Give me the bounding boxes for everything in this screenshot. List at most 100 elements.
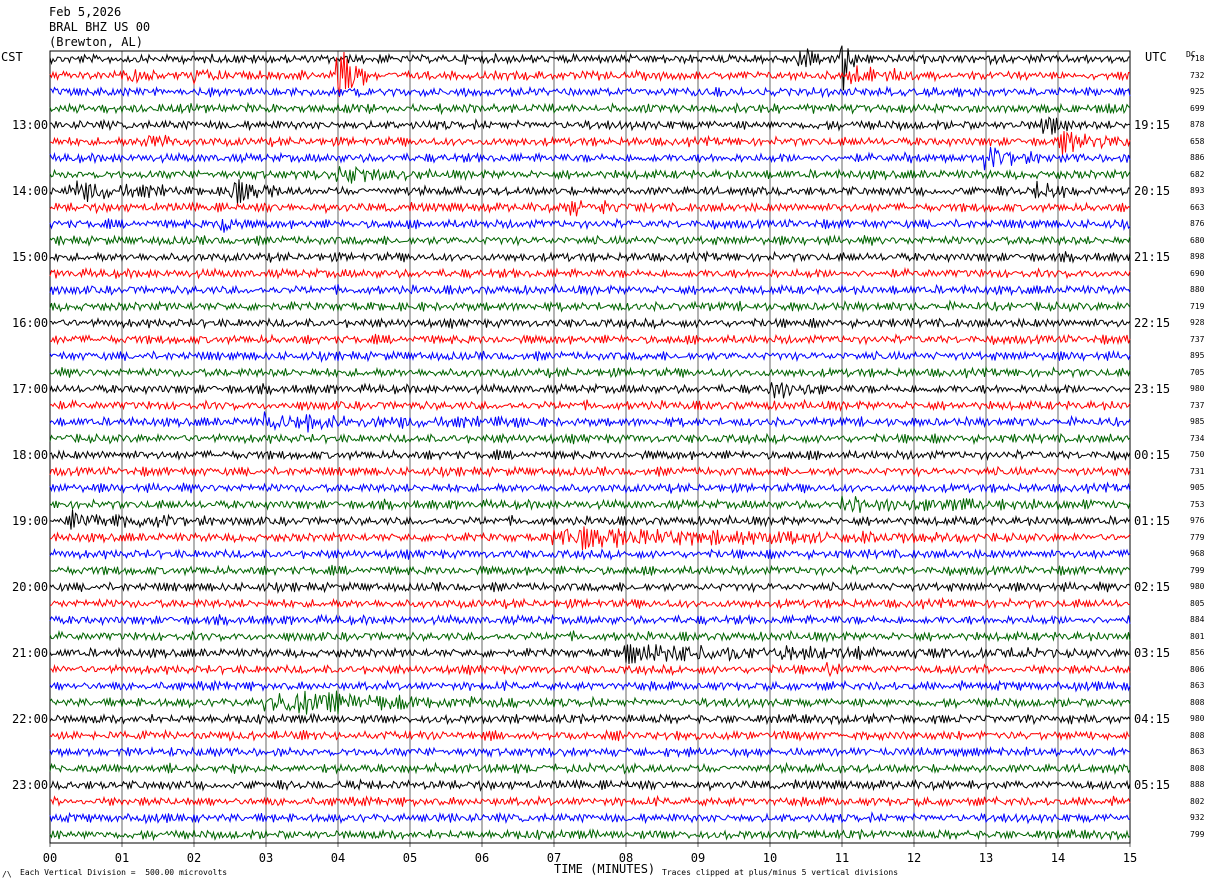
trace-line-27 [49, 495, 1131, 513]
trace-line-9 [49, 200, 1131, 217]
left-hour-label: 23:00 [12, 778, 49, 792]
dc-offset-value: 985 [1190, 417, 1205, 426]
trace-line-11 [49, 234, 1131, 247]
dc-offset-header: DC [1186, 50, 1196, 59]
left-hour-label: 13:00 [12, 118, 49, 132]
trace-line-3 [49, 101, 1131, 116]
dc-offset-value: 750 [1190, 450, 1205, 459]
dc-offset-value: 808 [1190, 763, 1205, 773]
right-hour-label: 04:15 [1134, 712, 1171, 726]
x-tick-label: 04 [331, 851, 345, 865]
dc-offset-value: 658 [1190, 136, 1205, 146]
dc-offset-value: 718 [1190, 54, 1205, 63]
trace-line-23 [49, 432, 1131, 446]
right-hour-label: 05:15 [1134, 778, 1171, 792]
trace-line-22 [49, 411, 1131, 433]
trace-line-2 [49, 85, 1131, 99]
dc-offset-value: 968 [1190, 549, 1205, 558]
trace-line-8 [49, 179, 1131, 205]
left-hour-label: 15:00 [12, 250, 49, 264]
dc-offset-value: 928 [1190, 318, 1205, 327]
dc-offset-value: 980 [1190, 384, 1205, 393]
station-label: BRAL BHZ US 00 [49, 20, 151, 34]
corner-mark: /\ [2, 870, 12, 879]
dc-offset-value: 884 [1190, 615, 1205, 624]
trace-line-18 [49, 349, 1131, 363]
trace-line-36 [49, 644, 1130, 665]
right-hour-label: 02:15 [1134, 580, 1171, 594]
dc-offset-value: 878 [1190, 120, 1205, 129]
dc-offset-value: 753 [1190, 499, 1205, 509]
trace-line-28 [49, 509, 1131, 530]
right-hour-label: 20:15 [1134, 184, 1171, 198]
dc-offset-value: 802 [1190, 796, 1205, 806]
right-hour-label: 00:15 [1134, 448, 1171, 462]
dc-offset-value: 925 [1190, 87, 1205, 96]
x-axis-title: TIME (MINUTES) [554, 862, 656, 876]
dc-offset-value: 699 [1190, 103, 1205, 113]
dc-offset-value: 876 [1190, 219, 1205, 228]
trace-line-43 [49, 761, 1131, 776]
trace-line-33 [49, 596, 1130, 610]
dc-offset-value: 737 [1190, 334, 1205, 344]
date-label: Feb 5,2026 [49, 5, 122, 19]
dc-offset-value: 805 [1190, 598, 1205, 608]
dc-offset-value: 895 [1190, 351, 1205, 360]
trace-line-44 [49, 778, 1131, 792]
trace-line-26 [49, 481, 1131, 494]
dc-offset-value: 808 [1190, 730, 1205, 740]
right-hour-label: 03:15 [1134, 646, 1171, 660]
dc-offset-value: 888 [1190, 780, 1205, 789]
x-tick-label: 13 [979, 851, 993, 865]
x-tick-label: 07 [547, 851, 561, 865]
trace-line-1 [49, 51, 1131, 98]
dc-offset-value: 734 [1190, 433, 1205, 443]
trace-line-40 [49, 712, 1131, 726]
trace-line-30 [49, 548, 1131, 561]
trace-line-6 [49, 147, 1131, 171]
right-hour-label: 19:15 [1134, 118, 1171, 132]
trace-line-34 [49, 613, 1131, 627]
dc-offset-value: 705 [1190, 367, 1205, 377]
trace-line-20 [49, 382, 1131, 399]
clip-note: Traces clipped at plus/minus 5 vertical … [662, 868, 899, 877]
x-tick-label: 15 [1123, 851, 1137, 865]
trace-line-46 [49, 811, 1131, 825]
trace-line-38 [49, 679, 1131, 693]
location-label: (Brewton, AL) [49, 35, 143, 49]
plot-frame [49, 50, 1131, 844]
dc-offset-value: 719 [1190, 301, 1205, 311]
x-tick-label: 12 [907, 851, 921, 865]
x-tick-label: 10 [763, 851, 777, 865]
dc-offset-value: 863 [1190, 681, 1205, 690]
left-hour-label: 18:00 [12, 448, 49, 462]
trace-line-37 [50, 662, 1131, 678]
trace-line-12 [49, 250, 1131, 264]
dc-offset-value: 980 [1190, 582, 1205, 591]
x-axis-ticks: 00 01 02 03 04 05 06 07 08 09 10 11 12 13 14 15 [43, 851, 1137, 865]
left-hour-label: 19:00 [12, 514, 49, 528]
seismic-traces [49, 45, 1131, 842]
dc-offset-value: 663 [1190, 202, 1205, 212]
trace-line-45 [49, 794, 1131, 808]
left-timezone-label: CST [1, 50, 23, 64]
trace-line-16 [50, 317, 1131, 330]
trace-line-31 [49, 564, 1131, 577]
trace-line-35 [49, 629, 1131, 644]
trace-line-32 [49, 580, 1131, 594]
dc-offset-value: 880 [1190, 285, 1205, 294]
trace-line-14 [49, 283, 1131, 297]
x-tick-label: 01 [115, 851, 129, 865]
trace-line-47 [49, 828, 1131, 842]
x-tick-label: 00 [43, 851, 57, 865]
dc-offset-value: 680 [1190, 235, 1205, 245]
dc-offset-value: 856 [1190, 648, 1205, 657]
left-hour-label: 16:00 [12, 316, 49, 330]
trace-line-0 [49, 45, 1131, 91]
trace-line-24 [49, 448, 1131, 462]
right-hour-label: 21:15 [1134, 250, 1171, 264]
trace-line-13 [49, 266, 1131, 280]
dc-offset-value: 863 [1190, 747, 1205, 756]
trace-line-5 [50, 130, 1131, 155]
